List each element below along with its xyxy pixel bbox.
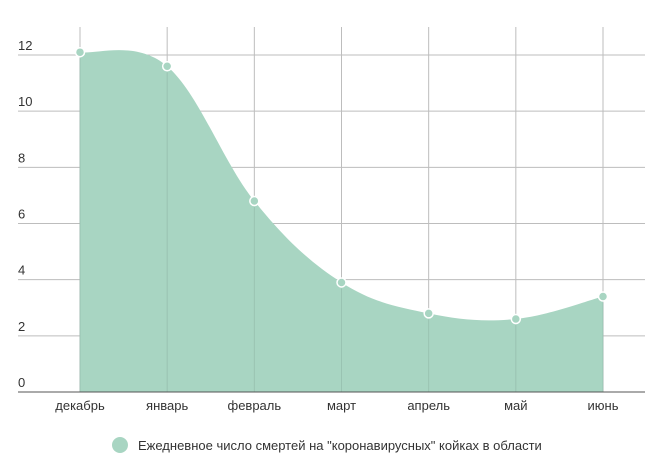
x-tick-label-4: апрель bbox=[407, 398, 450, 413]
y-tick-label-0: 0 bbox=[18, 375, 25, 390]
x-tick-label-2: февраль bbox=[228, 398, 282, 413]
y-tick-label-10: 10 bbox=[18, 94, 32, 109]
y-tick-label-2: 2 bbox=[18, 319, 25, 334]
x-tick-label-3: март bbox=[327, 398, 356, 413]
data-point-4 bbox=[423, 308, 434, 319]
data-point-6 bbox=[597, 291, 609, 302]
x-tick-label-5: май bbox=[504, 398, 527, 413]
x-tick-label-0: декабрь bbox=[55, 398, 105, 413]
legend: Ежедневное число смертей на "коронавирус… bbox=[112, 436, 542, 454]
x-axis: декабрь январь февраль март апрель май июнь bbox=[55, 398, 618, 413]
data-points bbox=[74, 46, 609, 325]
data-point-5 bbox=[510, 313, 522, 325]
legend-swatch bbox=[112, 437, 128, 453]
y-tick-label-12: 12 bbox=[18, 38, 32, 53]
data-point-3 bbox=[336, 277, 347, 288]
data-point-1 bbox=[161, 60, 173, 72]
y-tick-label-8: 8 bbox=[18, 150, 25, 165]
series-area-layer bbox=[18, 50, 645, 393]
legend-label: Ежедневное число смертей на "коронавирус… bbox=[138, 437, 542, 453]
x-tick-label-6: июнь bbox=[588, 398, 619, 413]
y-tick-label-4: 4 bbox=[18, 263, 25, 278]
data-point-0 bbox=[74, 46, 86, 58]
y-axis: 0 2 4 6 8 10 12 bbox=[18, 38, 32, 390]
y-tick-label-6: 6 bbox=[18, 207, 25, 222]
data-point-2 bbox=[249, 195, 260, 207]
series-area bbox=[80, 50, 603, 392]
x-tick-label-1: январь bbox=[146, 398, 188, 413]
